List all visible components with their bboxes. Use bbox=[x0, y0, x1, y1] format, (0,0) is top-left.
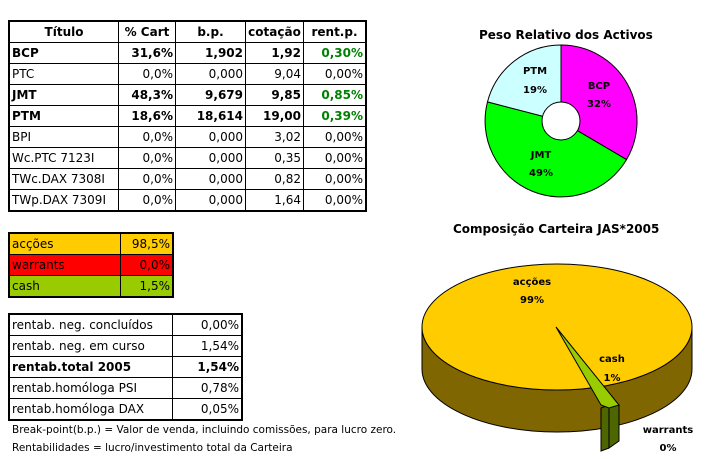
pie3d-label-cash-value: 1% bbox=[604, 373, 621, 384]
returns-table: rentab. neg. concluídos 0,00% rentab. ne… bbox=[8, 313, 243, 421]
returns-label: rentab.homóloga DAX bbox=[8, 398, 173, 421]
cell-cart: 0,0% bbox=[118, 168, 176, 190]
cell-rent: 0,39% bbox=[303, 105, 367, 127]
cell-cotacao: 0,82 bbox=[245, 168, 304, 190]
cell-titulo: TWp.DAX 7309I bbox=[8, 189, 119, 212]
donut-labels: BCP 32% JMT 49% PTM 19% bbox=[523, 66, 611, 179]
returns-row: rentab.homóloga DAX 0,05% bbox=[8, 398, 243, 421]
pie3d-labels: acções 99% cash 1% warrants 0% bbox=[513, 277, 693, 454]
allocation-label: warrants bbox=[8, 254, 121, 276]
cell-rent: 0,00% bbox=[303, 189, 367, 212]
donut-hole bbox=[541, 101, 581, 141]
cell-bp: 0,000 bbox=[175, 126, 246, 148]
cell-bp: 0,000 bbox=[175, 63, 246, 85]
allocation-label: cash bbox=[8, 275, 121, 298]
note-rentabilidades: Rentabilidades = lucro/investimento tota… bbox=[12, 442, 293, 454]
cell-rent: 0,30% bbox=[303, 42, 367, 64]
allocation-value: 0,0% bbox=[120, 254, 174, 276]
table-row: PTM 18,6% 18,614 19,00 0,39% bbox=[8, 105, 367, 127]
cell-bp: 9,679 bbox=[175, 84, 246, 106]
donut-slice-ptm bbox=[486, 44, 562, 122]
donut-label-jmt-value: 49% bbox=[529, 168, 553, 179]
cell-cotacao: 0,35 bbox=[245, 147, 304, 169]
donut-label-jmt-name: JMT bbox=[530, 150, 552, 161]
table-row: JMT 48,3% 9,679 9,85 0,85% bbox=[8, 84, 367, 106]
allocation-row-warrants: warrants 0,0% bbox=[8, 254, 174, 276]
returns-value: 0,05% bbox=[172, 398, 243, 421]
cell-cart: 0,0% bbox=[118, 189, 176, 212]
cell-bp: 0,000 bbox=[175, 189, 246, 212]
pie3d-slice-accoes bbox=[421, 263, 693, 391]
table-header-row: Título % Cart b.p. cotação rent.p. bbox=[8, 20, 367, 43]
pie3d-slice-cash bbox=[555, 326, 620, 409]
donut-chart-title: Peso Relativo dos Activos bbox=[479, 28, 653, 42]
returns-row-total: rentab.total 2005 1,54% bbox=[8, 356, 243, 378]
cell-rent: 0,00% bbox=[303, 63, 367, 85]
donut-chart bbox=[484, 44, 638, 198]
allocation-table: acções 98,5% warrants 0,0% cash 1,5% bbox=[8, 232, 174, 298]
allocation-value: 1,5% bbox=[120, 275, 174, 298]
donut-label-ptm-name: PTM bbox=[523, 66, 547, 77]
header-cart: % Cart bbox=[118, 20, 176, 43]
header-rent: rent.p. bbox=[303, 20, 367, 43]
cell-rent: 0,00% bbox=[303, 168, 367, 190]
returns-label: rentab.total 2005 bbox=[8, 356, 173, 378]
table-row: TWp.DAX 7309I 0,0% 0,000 1,64 0,00% bbox=[8, 189, 367, 212]
cell-titulo: PTC bbox=[8, 63, 119, 85]
table-row: BPI 0,0% 0,000 3,02 0,00% bbox=[8, 126, 367, 148]
returns-label: rentab.homóloga PSI bbox=[8, 377, 173, 399]
returns-value: 0,00% bbox=[172, 313, 243, 336]
cell-cotacao: 1,64 bbox=[245, 189, 304, 212]
table-row: PTC 0,0% 0,000 9,04 0,00% bbox=[8, 63, 367, 85]
pie3d-slice-cash-side2 bbox=[608, 404, 620, 449]
pie3d-label-warrants-name: warrants bbox=[643, 425, 693, 436]
returns-value: 0,78% bbox=[172, 377, 243, 399]
returns-row: rentab.homóloga PSI 0,78% bbox=[8, 377, 243, 399]
donut-label-bcp-name: BCP bbox=[588, 81, 610, 92]
pie3d-chart bbox=[421, 263, 693, 452]
table-row: TWc.DAX 7308I 0,0% 0,000 0,82 0,00% bbox=[8, 168, 367, 190]
pie3d-slice-cash-side bbox=[600, 404, 610, 452]
donut-slice-bcp bbox=[560, 44, 638, 161]
returns-value: 1,54% bbox=[172, 335, 243, 357]
pie3d-label-accoes-value: 99% bbox=[520, 295, 544, 306]
pie3d-label-accoes-name: acções bbox=[513, 277, 551, 288]
allocation-row-accoes: acções 98,5% bbox=[8, 232, 174, 255]
pie3d-label-cash-name: cash bbox=[599, 354, 625, 365]
note-breakpoint: Break-point(b.p.) = Valor de venda, incl… bbox=[12, 424, 397, 436]
pie3d-chart-title: Composição Carteira JAS*2005 bbox=[453, 222, 660, 236]
donut-label-ptm-value: 19% bbox=[523, 85, 547, 96]
table-row: BCP 31,6% 1,902 1,92 0,30% bbox=[8, 42, 367, 64]
donut-slice-jmt bbox=[484, 101, 628, 198]
pie3d-label-warrants-value: 0% bbox=[660, 443, 677, 454]
donut-label-bcp-value: 32% bbox=[587, 99, 611, 110]
cell-cotacao: 9,04 bbox=[245, 63, 304, 85]
cell-titulo: TWc.DAX 7308I bbox=[8, 168, 119, 190]
portfolio-table: Título % Cart b.p. cotação rent.p. BCP 3… bbox=[8, 20, 367, 212]
cell-bp: 0,000 bbox=[175, 168, 246, 190]
allocation-row-cash: cash 1,5% bbox=[8, 275, 174, 298]
